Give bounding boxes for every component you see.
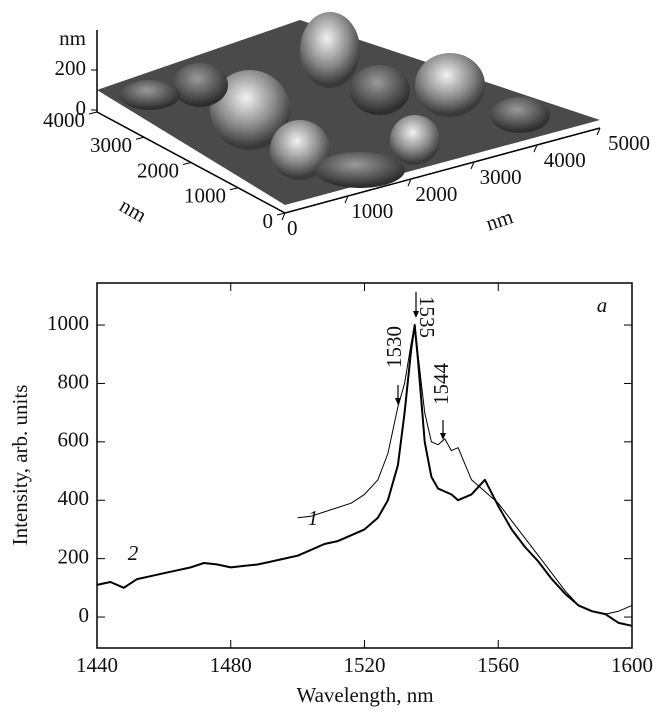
series-label: 1 [308, 506, 319, 530]
x-tick [470, 161, 475, 170]
x-tick [281, 212, 286, 221]
annotation: 1530 [382, 326, 406, 368]
z-tick-label: 0 [76, 96, 87, 120]
y-tick-label: 200 [58, 544, 90, 568]
y-tick-label: 0 [263, 209, 274, 233]
x-tick [596, 127, 601, 136]
y-tick-label: 400 [58, 486, 90, 510]
x-tick-label: 1560 [477, 653, 519, 677]
x-tick-label: 1480 [210, 653, 252, 677]
series-label: 2 [128, 541, 139, 565]
x-tick-label: 0 [287, 216, 298, 240]
annotation-arrowhead [440, 433, 446, 440]
x-tick-label: 2000 [415, 182, 457, 206]
y-tick-label: 3000 [90, 133, 132, 157]
y-tick-label: 4000 [43, 108, 85, 132]
y-tick [135, 136, 145, 140]
y-tick [182, 162, 192, 165]
y-axis-title: nm [115, 193, 150, 227]
y-tick [88, 111, 98, 115]
y-tick [229, 187, 239, 191]
z-axis-title: nm [59, 26, 86, 50]
x-tick-label: 3000 [480, 165, 522, 189]
x-tick [407, 178, 412, 187]
x-tick [344, 195, 349, 204]
annotation: 1544 [429, 363, 453, 406]
x-tick-label: 1600 [611, 653, 653, 677]
y-tick-label: 2000 [137, 158, 179, 182]
y-tick-label: 600 [58, 428, 90, 452]
x-tick-label: 1000 [351, 199, 393, 223]
z-tick-label: 200 [55, 56, 87, 80]
y-tick-label: 0 [79, 603, 90, 627]
annotation: 1535 [415, 296, 439, 338]
x-axis-title: nm [483, 204, 516, 235]
x-tick-label: 5000 [608, 131, 650, 155]
y-axis-title: Intensity, arb. units [8, 385, 32, 546]
y-tick-label: 1000 [47, 311, 89, 335]
surface [97, 12, 600, 205]
annotation-arrowhead [413, 311, 419, 318]
annotation: a [597, 293, 608, 317]
plot-frame [96, 282, 633, 649]
series-line [297, 324, 633, 615]
y-tick [276, 212, 286, 216]
x-tick-label: 4000 [544, 148, 586, 172]
x-axis-title: Wavelength, nm [296, 683, 433, 707]
x-tick-label: 1520 [344, 653, 386, 677]
y-tick-label: 1000 [184, 184, 226, 208]
series-line [96, 324, 633, 627]
annotation-arrowhead [395, 398, 401, 405]
x-tick [533, 144, 538, 153]
x-tick-label: 1440 [76, 653, 118, 677]
y-tick-label: 800 [58, 369, 90, 393]
